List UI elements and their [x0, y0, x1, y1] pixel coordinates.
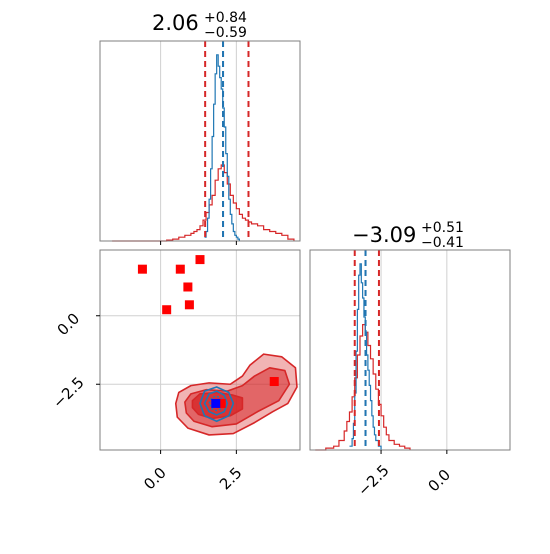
tick-label-joint-y: −2.5	[49, 373, 87, 411]
contour-blue-outer	[199, 386, 235, 423]
frame-joint	[99, 249, 301, 451]
marker-red-square	[184, 300, 194, 310]
histogram-red-x	[112, 164, 295, 242]
title-x-plus: +0.84	[204, 10, 247, 26]
histogram-red-y	[315, 324, 411, 451]
marker-red-square	[216, 398, 226, 408]
frame-y-marginal	[309, 249, 511, 451]
marker-red-square	[162, 305, 172, 315]
panel-y-marginal	[309, 249, 511, 451]
tick-label-joint-x: 2.5	[216, 464, 246, 494]
title-y-median: −3.09	[352, 223, 416, 247]
title-x-marginal: 2.06 +0.84 −0.59	[152, 10, 247, 41]
histogram-blue-y	[349, 263, 382, 450]
frame-x-marginal	[99, 40, 301, 242]
marker-red-square	[195, 255, 205, 265]
title-y-minus: −0.41	[421, 235, 464, 251]
title-y-marginal: −3.09 +0.51 −0.41	[352, 220, 464, 251]
tick-label-joint-y: 0.0	[54, 309, 84, 339]
tick-label-y-marginal: 0.0	[425, 466, 455, 496]
title-y-plus: +0.51	[421, 220, 464, 236]
marker-red-square	[269, 377, 279, 387]
marker-red-square	[175, 264, 185, 274]
panel-joint	[99, 249, 301, 451]
histogram-blue-x	[204, 54, 240, 241]
marker-red-square	[137, 264, 147, 274]
tick-label-joint-x: 0.0	[140, 464, 170, 494]
title-x-minus: −0.59	[204, 25, 247, 41]
marker-red-square	[183, 282, 193, 292]
title-x-median: 2.06	[152, 11, 199, 35]
contour-blue-mid	[203, 390, 229, 416]
panel-x-marginal	[99, 40, 301, 242]
marker-truth-square	[211, 398, 221, 408]
tick-label-y-marginal: −2.5	[354, 461, 392, 499]
